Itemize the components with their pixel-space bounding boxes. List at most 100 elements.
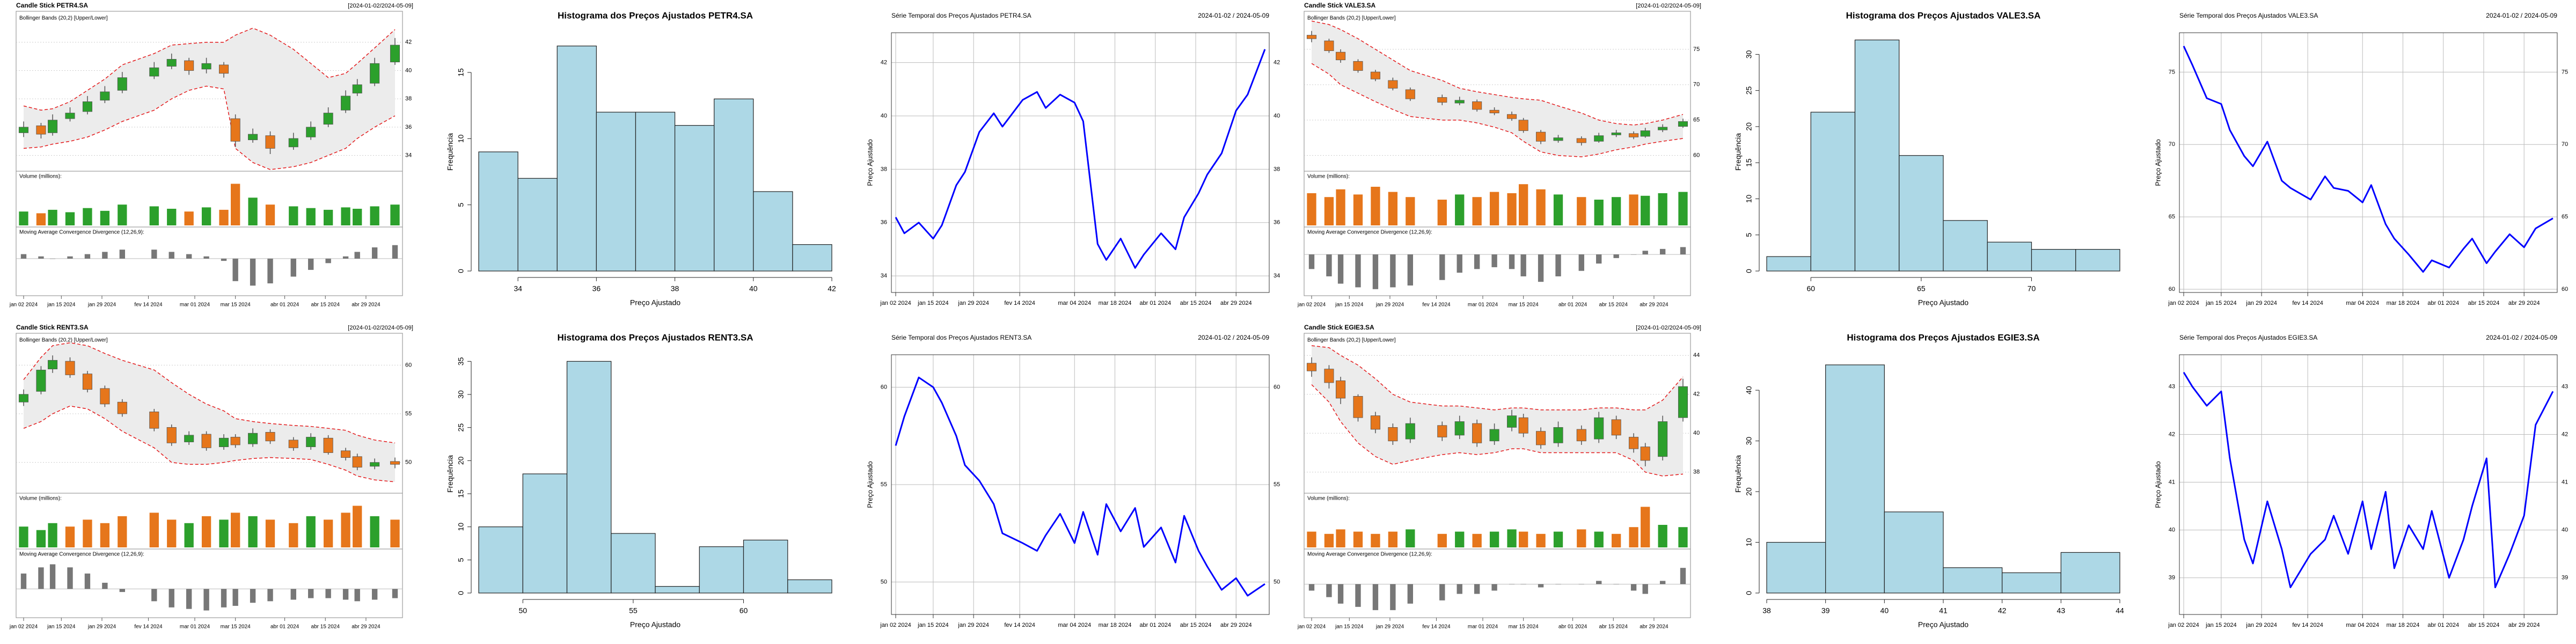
candle-body (1678, 386, 1688, 418)
x-tick-label: abr 01 2024 (2427, 300, 2459, 306)
candle-body (1640, 447, 1650, 461)
macd-bar (119, 589, 126, 592)
histogram-bar (478, 526, 523, 594)
volume-bar (201, 516, 211, 547)
macd-bar (84, 254, 91, 259)
candle-body (1454, 421, 1465, 436)
candle-body (1518, 417, 1528, 434)
histogram-bar (2002, 572, 2061, 594)
chart-title: Histograma dos Preços Ajustados VALE3.SA (1846, 10, 2041, 20)
candle-body (1576, 429, 1586, 442)
y-tick-label-right: 55 (1274, 481, 1280, 488)
y-tick-label: 10 (457, 134, 465, 143)
macd-bar (1355, 584, 1361, 607)
volume-bar (219, 519, 229, 547)
x-tick-label: abr 29 2024 (352, 624, 380, 630)
histogram-bar (522, 473, 568, 594)
macd-bar (308, 589, 314, 598)
volume-bar (341, 207, 350, 225)
volume-bar (36, 530, 46, 547)
candle-body (117, 77, 127, 91)
volume-bar (1353, 194, 1363, 225)
candle-body (184, 60, 194, 71)
x-tick-label: jan 29 2024 (1375, 624, 1404, 630)
candle-body (218, 64, 229, 74)
date-range: [2024-01-02/2024-05-09] (348, 325, 413, 331)
macd-legend: Moving Average Convergence Divergence (1… (1307, 230, 1432, 236)
y-tick-label-right: 70 (2562, 141, 2568, 148)
candle-body (218, 437, 229, 448)
candle-body (306, 127, 316, 137)
x-tick-label: 34 (514, 284, 522, 293)
y-tick-label: 30 (1745, 50, 1753, 58)
y-tick-label: 5 (457, 558, 465, 562)
macd-bar (169, 252, 174, 259)
candle-body (100, 388, 110, 405)
band-fill (24, 342, 395, 482)
candle-body (1472, 423, 1482, 443)
x-tick-label: 36 (592, 284, 601, 293)
candle-body (18, 127, 29, 133)
macd-bar (1680, 568, 1686, 584)
y-tick-label: 40 (881, 113, 887, 119)
macd-bar (325, 258, 331, 264)
y-tick-label-right: 40 (2562, 527, 2568, 533)
y-tick-label: 10 (1745, 194, 1753, 203)
macd-bar (1538, 584, 1544, 588)
price-line (2183, 46, 2553, 273)
macd-bar (232, 258, 238, 281)
histogram-bar (1943, 567, 2003, 594)
volume-bar (1388, 531, 1398, 547)
candle-body (1405, 89, 1415, 99)
macd-bar (1491, 254, 1497, 267)
volume-bar (1507, 193, 1517, 225)
volume-bar (1536, 533, 1546, 547)
volume-bar (1371, 533, 1380, 547)
volume-bar (1489, 192, 1499, 225)
candle-body (201, 63, 211, 70)
volume-bar (1406, 529, 1415, 547)
y-tick-label: 10 (457, 523, 465, 531)
y-tick-label: 42 (1693, 391, 1700, 398)
y-tick-label-right: 60 (1274, 384, 1280, 390)
candle-body (36, 370, 46, 392)
volume-legend: Volume (millions): (1307, 174, 1350, 180)
histogram-bar (611, 533, 656, 594)
volume-bar (65, 212, 75, 225)
candle-body (1518, 120, 1528, 131)
macd-bar (20, 254, 27, 259)
band-fill (1312, 21, 1683, 157)
histogram-bar (743, 539, 788, 594)
x-tick-label: abr 29 2024 (2508, 622, 2540, 628)
candle-body (370, 63, 380, 84)
candle-body (1306, 363, 1317, 371)
macd-bar (102, 582, 108, 589)
candle-body (166, 427, 177, 443)
candle-body (390, 461, 400, 465)
candle-body (1640, 130, 1650, 137)
x-axis-label: Preço Ajustado (630, 298, 680, 307)
histogram-bar (517, 178, 558, 272)
y-tick-label-right: 60 (2562, 286, 2568, 292)
volume-bar (118, 204, 127, 225)
y-tick-label: 39 (2169, 575, 2175, 581)
y-tick-label: 30 (457, 390, 465, 399)
candle-body (184, 435, 194, 442)
candle-body (352, 456, 362, 468)
volume-bar (370, 516, 379, 547)
volume-bar (1641, 195, 1650, 225)
x-tick-label: 60 (1806, 284, 1815, 293)
volume-bar (370, 206, 379, 225)
y-tick-label-right: 38 (1274, 166, 1280, 172)
x-tick-label: 43 (2057, 606, 2066, 615)
plot-frame (2179, 32, 2558, 293)
y-tick-label: 70 (2169, 141, 2175, 148)
macd-bar (342, 256, 349, 259)
volume-bar (1455, 194, 1465, 225)
x-tick-label: 38 (1762, 606, 1771, 615)
x-axis-label: Preço Ajustado (1918, 620, 1968, 629)
candle-body (248, 433, 258, 444)
candle-body (230, 437, 240, 445)
volume-bar (1336, 529, 1345, 547)
volume-bar (1371, 187, 1380, 225)
